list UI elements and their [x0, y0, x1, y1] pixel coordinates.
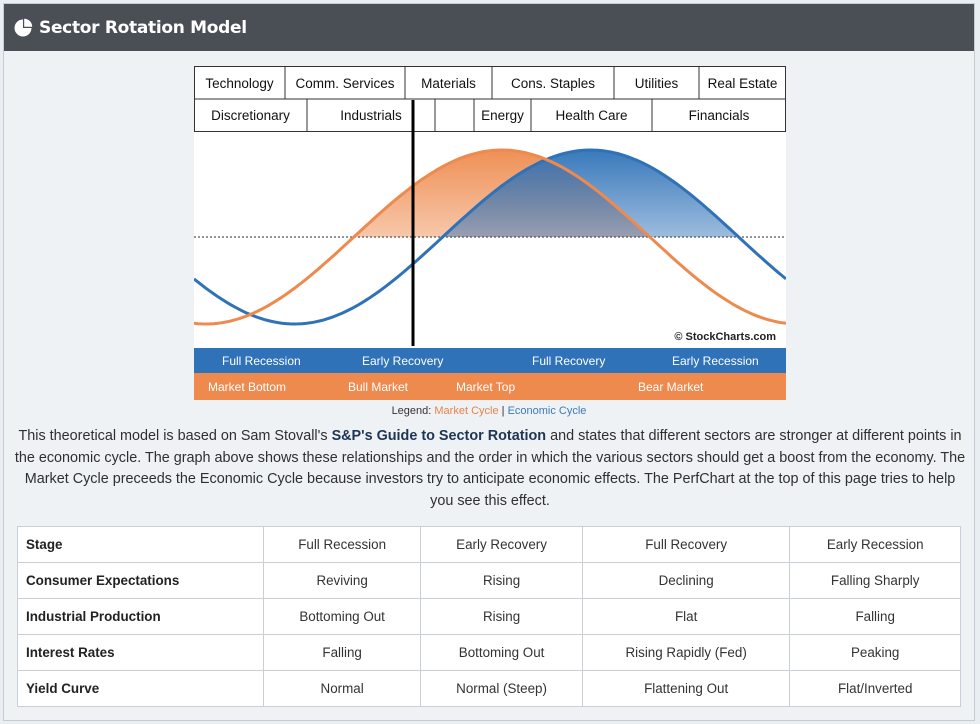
panel-header: Sector Rotation Model: [4, 4, 974, 51]
panel-title: Sector Rotation Model: [39, 17, 247, 38]
copyright-label: © StockCharts.com: [674, 331, 776, 343]
legend-separator: |: [501, 405, 505, 417]
description-text-1: This theoretical model is based on Sam S…: [18, 428, 332, 444]
sector-rotation-panel: Sector Rotation Model Technology Comm. Se…: [3, 3, 975, 721]
economic-stage-label: Early Recession: [672, 354, 759, 368]
row-label: Consumer Expectations: [17, 562, 264, 599]
legend-economic-cycle: Economic Cycle: [507, 405, 587, 417]
pie-chart-icon: [14, 18, 33, 36]
sector-label: Comm. Services: [295, 76, 394, 91]
table-cell: Declining: [581, 562, 791, 599]
economic-stage-label: Full Recession: [222, 354, 301, 368]
chart-legend: Legend: Market Cycle | Economic Cycle: [4, 405, 974, 417]
sector-label: Utilities: [635, 76, 679, 91]
sector-label: Energy: [481, 108, 524, 123]
economic-stage-band: [194, 348, 786, 373]
table-row: Stage Full Recession Early Recovery Full Re…: [17, 526, 961, 563]
table-cell: Flat: [581, 598, 791, 635]
table-row: Interest Rates Falling Bottoming Out Rising…: [17, 634, 961, 671]
table-cell: Rising: [420, 598, 583, 635]
sector-label: Real Estate: [708, 76, 778, 91]
table-cell: Bottoming Out: [262, 598, 422, 635]
market-stage-band: [194, 373, 786, 400]
chart-svg: Technology Comm. Services Materials Cons. S…: [194, 66, 786, 400]
table-cell: Falling: [789, 598, 961, 635]
cycle-stage-table: Stage Full Recession Early Recovery Full Re…: [17, 526, 961, 707]
sector-label: Discretionary: [211, 108, 290, 123]
market-stage-label: Market Top: [456, 380, 515, 394]
table-row: Consumer Expectations Reviving Rising Decli…: [17, 562, 961, 599]
table-cell: Flat/Inverted: [789, 670, 961, 707]
economic-stage-label: Early Recovery: [362, 354, 443, 368]
sector-label: Financials: [689, 108, 750, 123]
market-stage-label: Market Bottom: [208, 380, 286, 394]
sector-label: Materials: [421, 76, 476, 91]
table-row: Yield Curve Normal Normal (Steep) Flattenin…: [17, 670, 961, 707]
sector-label: Technology: [205, 76, 274, 91]
legend-market-cycle: Market Cycle: [434, 405, 499, 417]
table-cell: Falling: [262, 634, 422, 671]
table-cell: Early Recovery: [420, 526, 583, 563]
guide-link[interactable]: S&P's Guide to Sector Rotation: [331, 428, 547, 444]
table-cell: Early Recession: [789, 526, 961, 563]
table-cell: Rising Rapidly (Fed): [581, 634, 791, 671]
description-text-2: and states that different sectors are st…: [14, 428, 966, 509]
table-cell: Normal: [262, 670, 422, 707]
table-cell: Reviving: [262, 562, 422, 599]
table-cell: Falling Sharply: [789, 562, 961, 599]
legend-label: Legend:: [391, 405, 432, 417]
economic-cycle-line: [194, 148, 786, 326]
economic-stage-label: Full Recovery: [532, 354, 605, 368]
table-cell: Bottoming Out: [420, 634, 583, 671]
market-cycle-line: [194, 148, 786, 326]
table-cell: Normal (Steep): [420, 670, 583, 707]
sector-label: Industrials: [340, 108, 402, 123]
sector-label: Cons. Staples: [511, 76, 595, 91]
sector-label: Health Care: [555, 108, 627, 123]
row-label: Interest Rates: [17, 634, 264, 671]
row-label: Industrial Production: [17, 598, 264, 635]
table-cell: Rising: [420, 562, 583, 599]
sector-rotation-chart: Technology Comm. Services Materials Cons. S…: [194, 66, 786, 400]
table-cell: Flattening Out: [581, 670, 791, 707]
row-label: Yield Curve: [17, 670, 264, 707]
table-cell: Full Recession: [262, 526, 422, 563]
market-stage-label: Bull Market: [348, 380, 409, 394]
model-description: This theoretical model is based on Sam S…: [14, 426, 966, 512]
row-label: Stage: [17, 526, 264, 563]
table-row: Industrial Production Bottoming Out Rising…: [17, 598, 961, 635]
table-cell: Full Recovery: [581, 526, 791, 563]
market-stage-label: Bear Market: [638, 380, 704, 394]
economic-cycle-fill: [194, 150, 786, 237]
table-cell: Peaking: [789, 634, 961, 671]
